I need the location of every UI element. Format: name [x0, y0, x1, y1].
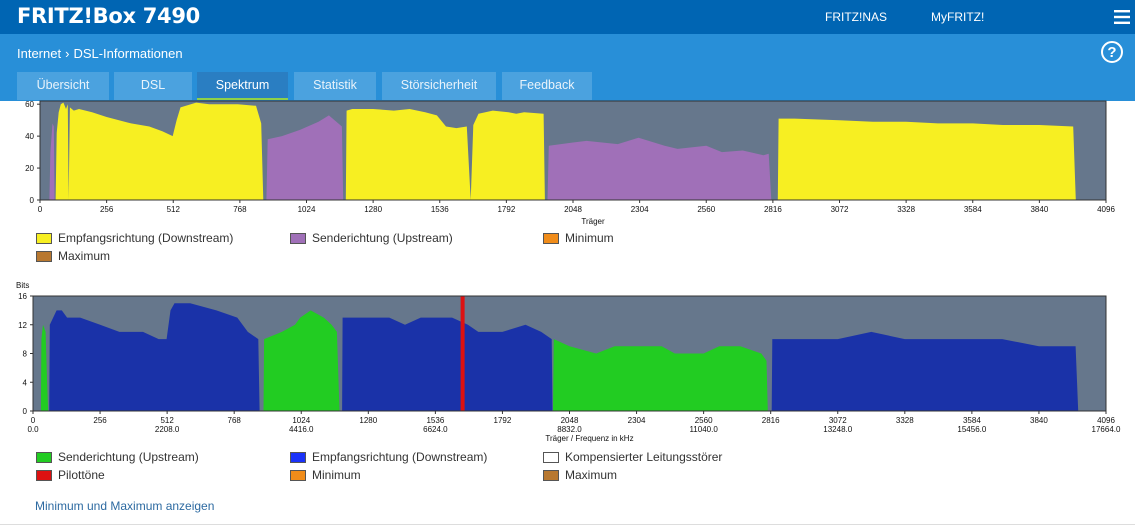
legend-swatch-maximum [36, 251, 52, 262]
y-axis-label: Bits [16, 281, 29, 290]
legend-label: Pilottöne [58, 468, 105, 482]
x-tick-label: 1536 [426, 416, 444, 425]
x-freq-tick-label: 2208.0 [155, 425, 180, 434]
pilot-tone-line [461, 296, 465, 411]
x-axis-label: Träger [581, 217, 605, 226]
x-freq-tick-label: 8832.0 [557, 425, 582, 434]
x-freq-tick-label: 17664.0 [1092, 425, 1121, 434]
x-freq-tick-label: 11040.0 [689, 425, 718, 434]
y-tick-label: 0 [30, 196, 35, 205]
legend-swatch-minimum [543, 233, 559, 244]
x-tick-label: 2560 [697, 205, 715, 214]
y-tick-label: 60 [25, 100, 34, 109]
legend-swatch-upstream-green [36, 452, 52, 463]
legend-label: Maximum [565, 468, 617, 482]
series-area-0-2 [778, 119, 1076, 200]
y-tick-label: 0 [23, 407, 28, 416]
downstream-spectrum-chart: 0 20 40 60 0 256 512 768 1024 1280 1536 1792 2048 230… [25, 100, 1115, 226]
show-min-max-link[interactable]: Minimum und Maximum anzeigen [35, 499, 214, 513]
bits-spectrum-chart: 0 4 8 12 16 0 256 512 768 1024 1280 1536 1792 2048 230… [16, 281, 1121, 443]
legend-label: Minimum [312, 468, 361, 482]
y-tick-label: 40 [25, 132, 34, 141]
x-freq-tick-label: 4416.0 [289, 425, 314, 434]
x-tick-label: 2816 [764, 205, 782, 214]
x-freq-tick-label: 15456.0 [957, 425, 986, 434]
legend-label: Maximum [58, 249, 110, 263]
y-tick-label: 8 [23, 350, 28, 359]
legend-label: Empfangsrichtung (Downstream) [58, 231, 233, 245]
legend-label: Empfangsrichtung (Downstream) [312, 450, 487, 464]
x-tick-label: 2304 [631, 205, 649, 214]
x-tick-label: 1792 [497, 205, 515, 214]
y-tick-label: 4 [23, 378, 28, 387]
x-freq-tick-label: 6624.0 [423, 425, 448, 434]
x-tick-label: 0 [31, 416, 36, 425]
x-tick-label: 1280 [359, 416, 377, 425]
x-tick-label: 512 [160, 416, 174, 425]
x-freq-tick-label: 0.0 [27, 425, 39, 434]
x-tick-label: 2304 [628, 416, 646, 425]
legend-swatch-kompensiert [543, 452, 559, 463]
legend-label: Senderichtung (Upstream) [312, 231, 453, 245]
x-tick-label: 3840 [1030, 416, 1048, 425]
x-tick-label: 2816 [762, 416, 780, 425]
x-tick-label: 256 [93, 416, 107, 425]
x-tick-label: 1280 [364, 205, 382, 214]
legend-swatch-upstream [290, 233, 306, 244]
legend-swatch-pilot [36, 470, 52, 481]
x-tick-label: 4096 [1097, 205, 1115, 214]
x-tick-label: 1024 [298, 205, 316, 214]
x-tick-label: 1792 [494, 416, 512, 425]
bottom-divider [0, 524, 1135, 525]
legend-swatch-downstream [36, 233, 52, 244]
x-tick-label: 0 [38, 205, 43, 214]
x-tick-label: 1536 [431, 205, 449, 214]
series-area-1-1 [342, 318, 552, 411]
x-tick-label: 256 [100, 205, 114, 214]
x-tick-label: 1024 [292, 416, 310, 425]
x-tick-label: 3584 [964, 205, 982, 214]
x-tick-label: 2048 [564, 205, 582, 214]
x-tick-label: 2560 [695, 416, 713, 425]
x-tick-label: 2048 [561, 416, 579, 425]
y-tick-label: 12 [18, 321, 27, 330]
legend-label: Minimum [565, 231, 614, 245]
x-tick-label: 3584 [963, 416, 981, 425]
x-tick-label: 512 [167, 205, 181, 214]
legend-label: Kompensierter Leitungsstörer [565, 450, 722, 464]
x-tick-label: 4096 [1097, 416, 1115, 425]
x-freq-tick-label: 13248.0 [823, 425, 852, 434]
x-tick-label: 3328 [897, 205, 915, 214]
legend-swatch-minimum [290, 470, 306, 481]
x-tick-label: 3072 [831, 205, 849, 214]
x-tick-label: 3072 [829, 416, 847, 425]
y-tick-label: 16 [18, 292, 27, 301]
x-tick-label: 3328 [896, 416, 914, 425]
x-tick-label: 768 [228, 416, 242, 425]
x-axis-label: Träger / Frequenz in kHz [545, 434, 633, 443]
legend-label: Senderichtung (Upstream) [58, 450, 199, 464]
legend-swatch-maximum [543, 470, 559, 481]
y-tick-label: 20 [25, 164, 34, 173]
legend-swatch-downstream-blue [290, 452, 306, 463]
x-tick-label: 3840 [1030, 205, 1048, 214]
x-tick-label: 768 [233, 205, 247, 214]
